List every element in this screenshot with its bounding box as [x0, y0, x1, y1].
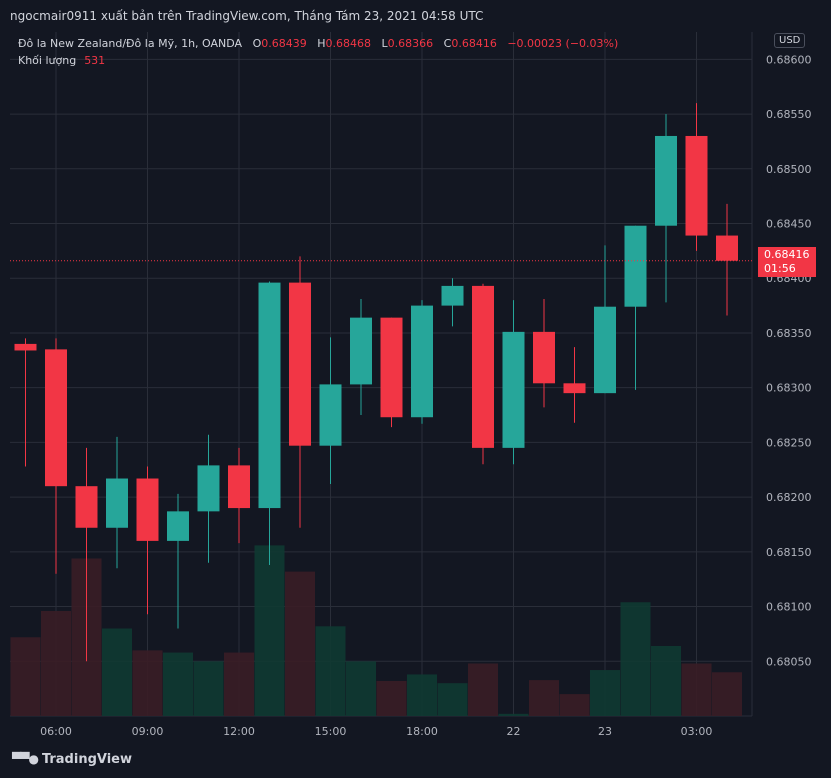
high-value: 0.68468 — [325, 37, 372, 50]
x-tick-label: 18:00 — [406, 725, 438, 738]
candle-body — [716, 235, 738, 261]
candle-body — [533, 331, 555, 384]
volume-bar — [102, 628, 132, 716]
y-tick-label: 0.68050 — [766, 655, 812, 668]
volume-bar — [712, 672, 742, 716]
high-label: H — [317, 37, 326, 50]
volume-value: 531 — [84, 54, 106, 67]
last-price-tag: 0.68416 01:56 — [758, 247, 816, 277]
low-value: 0.68366 — [387, 37, 434, 50]
close-label: C — [443, 37, 452, 50]
candle-body — [563, 383, 586, 394]
volume-legend[interactable]: Khối lượng 531 — [18, 54, 105, 67]
x-tick-label: 03:00 — [681, 725, 713, 738]
top-bar: ngocmair0911 xuất bản trên TradingView.c… — [0, 0, 831, 32]
candle-layer — [14, 103, 738, 662]
volume-bar — [498, 713, 529, 716]
candle-body — [380, 317, 403, 418]
volume-bar — [346, 661, 376, 716]
candle-body — [441, 285, 464, 306]
volume-layer — [10, 545, 742, 716]
volume-bar — [620, 602, 651, 716]
volume-bar — [407, 674, 437, 716]
candle-body — [197, 465, 220, 512]
candle-body — [624, 225, 647, 307]
currency-button[interactable]: USD — [774, 33, 806, 48]
candle-body — [45, 349, 67, 487]
volume-bar — [468, 663, 498, 716]
x-tick-label: 06:00 — [40, 725, 72, 738]
published-by-text: ngocmair0911 xuất bản trên TradingView.c… — [10, 9, 484, 23]
y-tick-label: 0.68300 — [766, 382, 812, 395]
volume-bar — [376, 681, 407, 716]
volume-bar — [285, 571, 315, 716]
volume-bar — [590, 670, 620, 716]
logo-text: TradingView — [41, 752, 132, 767]
candle-body — [289, 282, 311, 446]
volume-bar — [132, 650, 163, 716]
symbol-name[interactable]: Đô la New Zealand/Đô la Mỹ, 1h, OANDA — [18, 37, 243, 50]
y-tick-label: 0.68150 — [766, 546, 812, 559]
y-tick-label: 0.68350 — [766, 327, 812, 340]
symbol-legend[interactable]: Đô la New Zealand/Đô la Mỹ, 1h, OANDA O0… — [18, 37, 618, 50]
y-tick-label: 0.68500 — [766, 163, 812, 176]
candle-body — [411, 305, 433, 418]
grid-layer — [10, 32, 753, 717]
tradingview-logo-icon: ▀▀● — [12, 752, 39, 766]
y-tick-label: 0.68600 — [766, 53, 812, 66]
volume-bar — [224, 652, 254, 716]
y-tick-label: 0.68250 — [766, 436, 812, 449]
volume-bar — [681, 663, 712, 716]
candle-body — [167, 511, 189, 541]
y-tick-label: 0.68200 — [766, 491, 812, 504]
volume-bar — [315, 626, 346, 716]
x-tick-label: 12:00 — [223, 725, 255, 738]
candle-body — [502, 331, 525, 448]
low-label: L — [381, 37, 388, 50]
x-tick-label: 23 — [598, 725, 612, 738]
x-tick-label: 22 — [507, 725, 521, 738]
bar-countdown: 01:56 — [764, 262, 796, 275]
candle-body — [655, 135, 677, 226]
volume-bar — [41, 611, 71, 716]
close-value: 0.68416 — [451, 37, 497, 50]
y-tick-label: 0.68450 — [766, 218, 812, 231]
candle-body — [136, 478, 159, 541]
candle-body — [594, 306, 616, 394]
x-tick-label: 09:00 — [132, 725, 164, 738]
candle-body — [319, 384, 342, 446]
candle-body — [472, 285, 494, 448]
candle-body — [228, 465, 250, 509]
price-axis[interactable]: 0.68050 0.68100 0.68150 0.68200 0.68250 0.683… — [766, 53, 812, 668]
change-value: −0.00023 (−0.03%) — [507, 37, 619, 50]
volume-bar — [651, 646, 681, 716]
footer-bar — [0, 744, 831, 778]
candle-body — [75, 486, 98, 528]
tradingview-logo[interactable]: ▀▀● TradingView — [12, 752, 132, 767]
volume-bar — [163, 652, 193, 716]
candle-body — [258, 282, 281, 509]
open-label: O — [252, 37, 262, 50]
candle-body — [685, 135, 708, 236]
last-price-value: 0.68416 — [764, 248, 810, 261]
volume-bar — [193, 661, 224, 716]
y-tick-label: 0.68550 — [766, 108, 812, 121]
candle-body — [350, 317, 372, 385]
volume-bar — [254, 545, 285, 716]
volume-bar — [559, 694, 590, 716]
volume-bar — [10, 637, 41, 716]
x-tick-label: 15:00 — [315, 725, 347, 738]
candle-body — [14, 343, 37, 351]
time-axis[interactable]: 06:00 09:00 12:00 15:00 18:00 22 23 03:00 — [40, 725, 712, 738]
candle-body — [106, 478, 128, 528]
open-value: 0.68439 — [261, 37, 307, 50]
y-tick-label: 0.68100 — [766, 601, 812, 614]
volume-label: Khối lượng — [18, 54, 77, 67]
volume-bar — [437, 683, 468, 716]
volume-bar — [529, 680, 559, 716]
